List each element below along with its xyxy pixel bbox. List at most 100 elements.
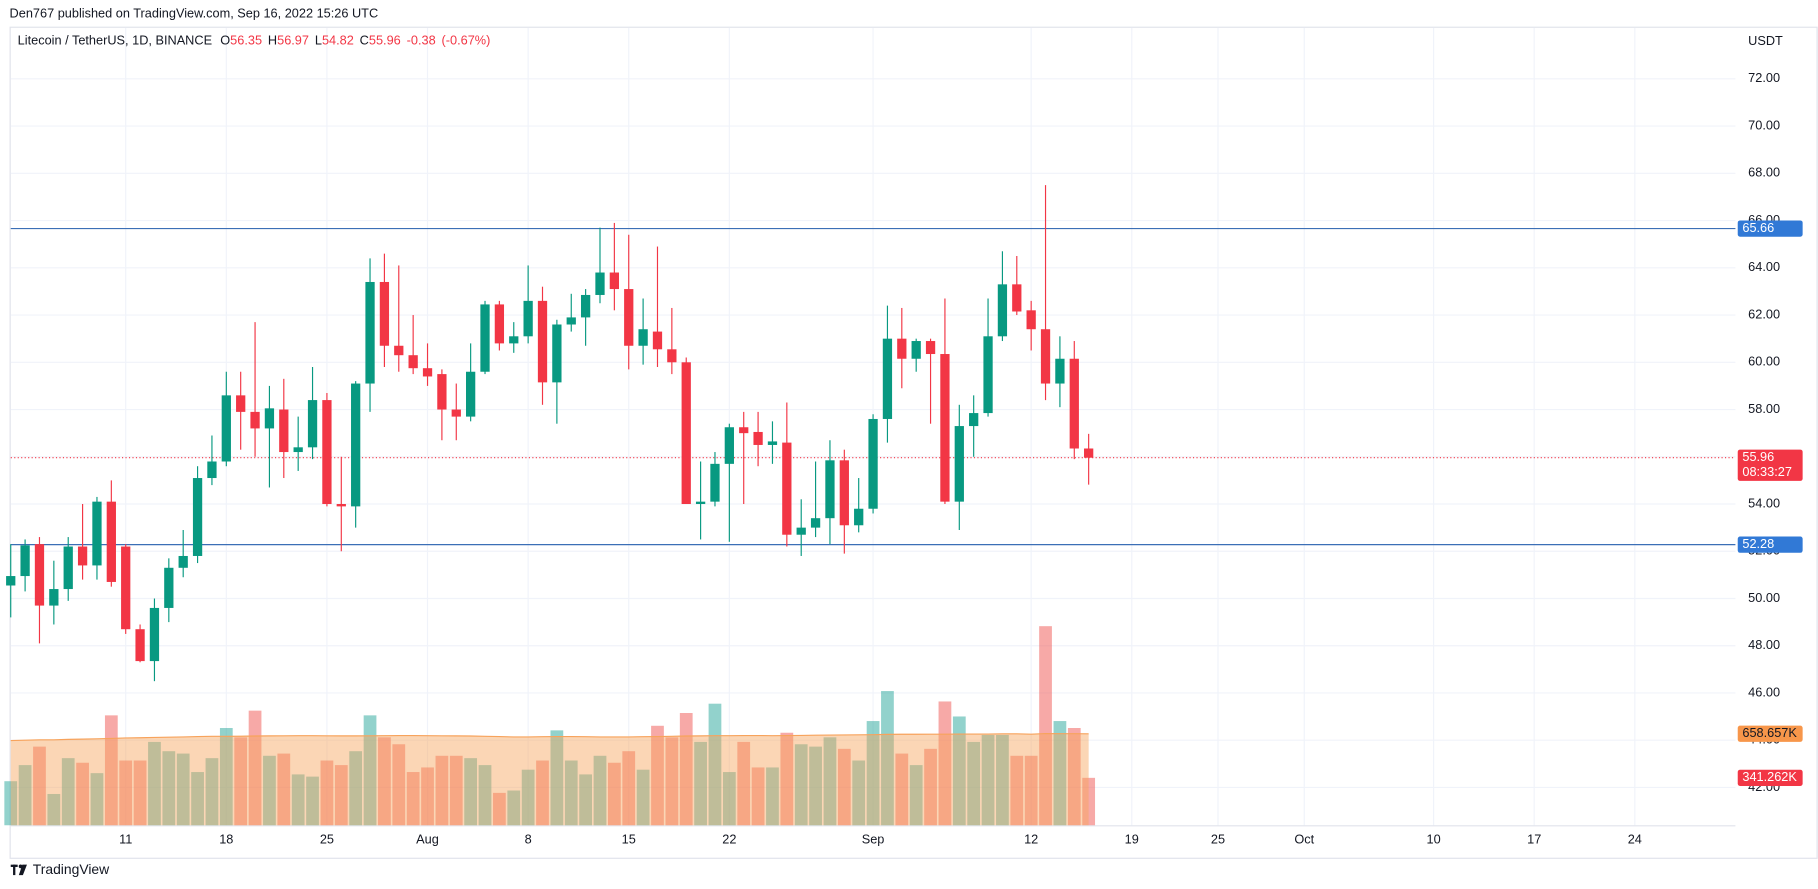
- volume-bar: [996, 734, 1009, 826]
- candle-body: [6, 576, 16, 586]
- volume-bar: [104, 715, 118, 826]
- candle-body: [466, 371, 476, 417]
- ohlc-letter: L: [315, 33, 322, 48]
- volume-bar: [766, 767, 779, 826]
- published-note: Den767 published on TradingView.com, Sep…: [10, 5, 379, 20]
- candle-body: [63, 546, 73, 590]
- volume-bar: [119, 760, 133, 826]
- x-tick-label: 18: [219, 832, 233, 847]
- candle-body: [566, 317, 576, 325]
- ohlc-value: 54.82: [322, 33, 354, 48]
- level-label: 65.66: [1742, 220, 1774, 235]
- volume-bar: [593, 755, 607, 826]
- candle-body: [724, 427, 734, 464]
- candle-body: [192, 478, 203, 556]
- volume-bar: [478, 765, 492, 826]
- volume-bar: [464, 758, 478, 826]
- volume-bar: [76, 762, 89, 826]
- candle-body: [336, 504, 346, 507]
- candle-body: [135, 629, 145, 662]
- change: -0.38: [407, 33, 436, 48]
- candle-body: [940, 354, 950, 502]
- candle-body: [49, 589, 59, 606]
- volume-ma-label: 658.657K: [1742, 725, 1797, 740]
- candle-body: [293, 447, 303, 453]
- volume-bar: [938, 701, 952, 826]
- ohlc-letter: C: [360, 33, 369, 48]
- candle-body: [221, 395, 231, 462]
- candle-body: [638, 329, 648, 346]
- candle-body: [854, 508, 864, 526]
- volume-bar: [881, 691, 894, 826]
- candle-body: [897, 338, 907, 359]
- candle-body: [1055, 358, 1065, 384]
- x-tick-label: 8: [525, 832, 532, 847]
- candle-body: [322, 400, 332, 505]
- candle-body: [106, 501, 116, 582]
- volume-bar: [708, 703, 722, 826]
- candle-body: [437, 374, 447, 410]
- volume-bar: [837, 748, 851, 826]
- x-tick-label: 24: [1628, 832, 1642, 847]
- volume-bar: [981, 734, 995, 826]
- candle-body: [753, 431, 763, 445]
- volume-bar: [334, 765, 348, 826]
- x-tick-label: 12: [1024, 832, 1038, 847]
- volume-ma-label-bg: [1737, 725, 1803, 742]
- y-tick-label: 68.00: [1748, 165, 1780, 180]
- volume-bar: [651, 725, 664, 826]
- candle-body: [667, 349, 677, 363]
- candle-body: [264, 408, 275, 429]
- candle-body: [236, 395, 246, 412]
- volume-bar: [909, 765, 923, 826]
- volume-bar: [378, 737, 391, 826]
- y-tick-label: 70.00: [1748, 117, 1780, 132]
- candle-body: [20, 545, 30, 577]
- candle-body: [925, 341, 936, 355]
- volume-bar: [521, 769, 535, 826]
- candle-body: [739, 427, 749, 434]
- volume-bar: [234, 737, 248, 826]
- y-tick-label: 58.00: [1748, 401, 1780, 416]
- volume-bar: [1053, 721, 1067, 826]
- volume-bar: [162, 751, 176, 826]
- volume-bar: [722, 772, 736, 826]
- last-price-label: 55.96: [1742, 449, 1774, 464]
- panel-border: [9, 26, 1818, 859]
- volume-bar: [852, 760, 866, 826]
- candle-body: [580, 294, 591, 318]
- volume-bar: [306, 776, 319, 826]
- candle-body: [451, 409, 461, 417]
- volume-bar: [176, 753, 190, 826]
- candle-body: [969, 413, 979, 427]
- brand-logo: [10, 864, 27, 876]
- candle-body: [92, 501, 102, 566]
- volume-bar: [90, 773, 104, 826]
- volume-bar: [392, 744, 406, 826]
- volume-bar: [967, 741, 981, 826]
- candle-body: [782, 442, 792, 535]
- x-tick-label: 15: [622, 832, 636, 847]
- candle-body: [523, 300, 533, 337]
- volume-bar: [277, 753, 291, 826]
- volume-bar: [809, 746, 822, 826]
- candle-body: [379, 281, 390, 346]
- candle-body: [681, 362, 691, 505]
- candle-body: [537, 300, 548, 383]
- candle-body: [77, 546, 88, 566]
- volume-bar: [61, 758, 75, 826]
- candle-body: [494, 304, 505, 344]
- volume-bar: [435, 755, 449, 826]
- x-tick-label: Oct: [1294, 832, 1314, 847]
- candle-body: [509, 336, 519, 344]
- volume-bar: [421, 767, 434, 826]
- x-tick-label: 22: [722, 832, 736, 847]
- y-tick-label: 64.00: [1748, 259, 1780, 274]
- last-price-label-bg: [1737, 449, 1803, 481]
- volume-bar: [579, 774, 592, 826]
- candle-body: [652, 331, 663, 350]
- y-axis-unit: USDT: [1748, 33, 1783, 48]
- x-tick-label: 17: [1527, 832, 1541, 847]
- volume-bar: [1024, 755, 1038, 826]
- logo-shape: [13, 864, 16, 876]
